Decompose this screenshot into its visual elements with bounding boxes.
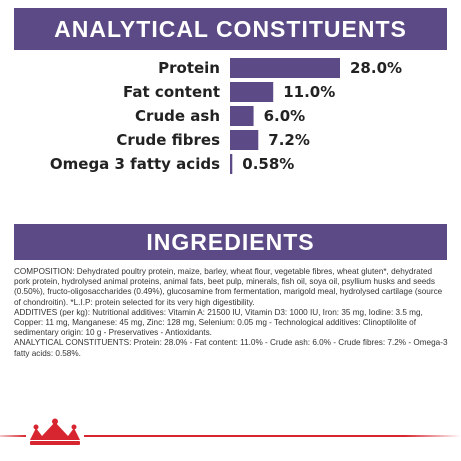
bar-protein — [230, 58, 340, 78]
crown-icon — [30, 418, 80, 445]
bar-crude-fibres — [230, 130, 259, 150]
constituents-bar-chart: Protein 28.0% Fat content 11.0% Crude ash 6.0… — [50, 58, 402, 174]
composition-text: COMPOSITION: Dehydrated poultry protein,… — [14, 267, 443, 307]
bar-fat-content — [230, 82, 274, 102]
category-label-omega-3-fatty-acids: Omega 3 fatty acids — [50, 155, 220, 173]
category-label-crude-fibres: Crude fibres — [116, 131, 220, 149]
category-label-protein: Protein — [158, 59, 220, 77]
value-label-crude-fibres: 7.2% — [268, 131, 310, 149]
category-label-fat-content: Fat content — [123, 83, 220, 101]
value-label-crude-ash: 6.0% — [264, 107, 306, 125]
ingredients-text: COMPOSITION: Dehydrated poultry protein,… — [14, 267, 448, 359]
footer — [0, 418, 461, 445]
value-label-omega-3-fatty-acids: 0.58% — [242, 155, 294, 173]
category-label-crude-ash: Crude ash — [135, 107, 220, 125]
bar-omega-3-fatty-acids — [230, 154, 233, 174]
footer-line-left — [0, 435, 26, 437]
value-label-protein: 28.0% — [350, 59, 402, 77]
additives-text: ADDITIVES (per kg): Nutritional additive… — [14, 307, 423, 338]
constituents-text: ANALYTICAL CONSTITUENTS: Protein: 28.0% … — [14, 338, 448, 358]
bar-crude-ash — [230, 106, 254, 126]
ingredients-title: INGREDIENTS — [14, 224, 447, 260]
constituents-title: ANALYTICAL CONSTITUENTS — [14, 8, 447, 50]
footer-line-right — [84, 435, 461, 437]
value-label-fat-content: 11.0% — [283, 83, 335, 101]
